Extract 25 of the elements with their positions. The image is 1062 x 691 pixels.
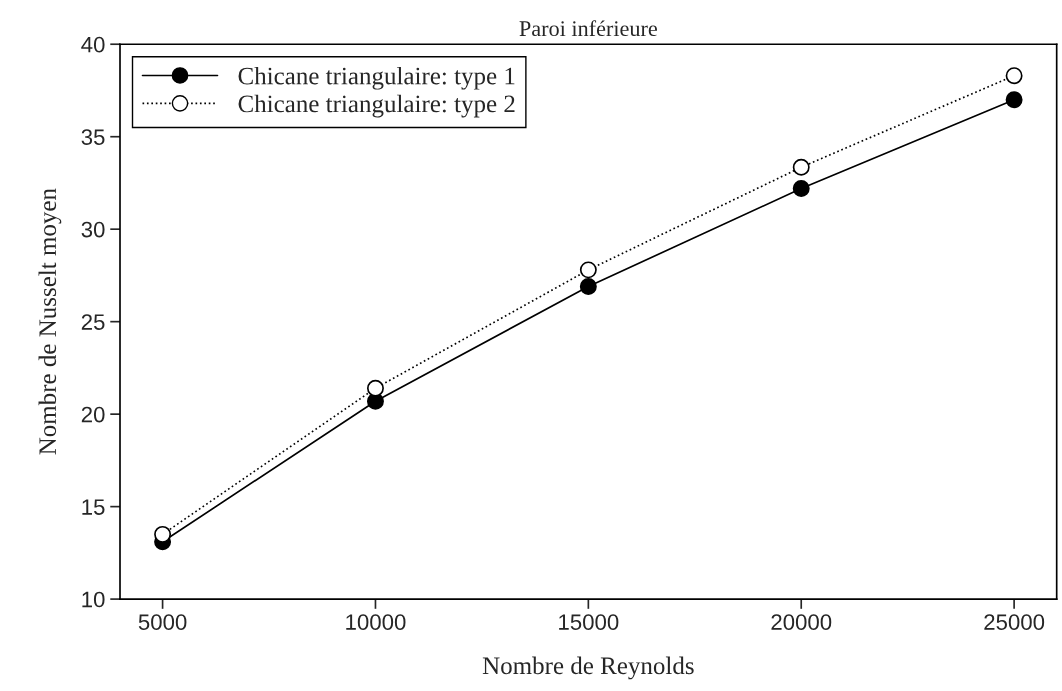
legend-label: Chicane triangulaire: type 1: [238, 66, 515, 90]
point: [579, 261, 597, 279]
x-tick-label: 15000: [559, 614, 619, 630]
y-tick-label: 25: [81, 314, 105, 330]
legend-label: Chicane triangulaire: type 2: [238, 94, 515, 118]
point: [1005, 91, 1023, 109]
chart-title: Paroi inférieure: [519, 20, 657, 37]
y-tick-label: 40: [81, 36, 105, 53]
point: [792, 158, 810, 176]
y-tick-label: 10: [82, 591, 105, 608]
point: [792, 180, 810, 197]
x-tick-label: 10000: [346, 614, 406, 630]
x-tick-label: 25000: [984, 614, 1045, 630]
y-tick-label: 30: [81, 221, 105, 238]
point: [579, 278, 597, 295]
y-tick-label: 20: [81, 406, 105, 423]
y-axis-title: Nombre de Nusselt moyen: [38, 188, 62, 455]
point: [1005, 67, 1023, 85]
point: [366, 379, 384, 397]
x-axis-title: Nombre de Reynolds: [482, 656, 694, 680]
y-tick-label: 15: [82, 499, 105, 515]
y-tick-label: 35: [81, 129, 105, 145]
point: [154, 525, 172, 543]
x-tick-label: 5000: [138, 614, 187, 630]
x-tick-label: 20000: [771, 614, 832, 630]
